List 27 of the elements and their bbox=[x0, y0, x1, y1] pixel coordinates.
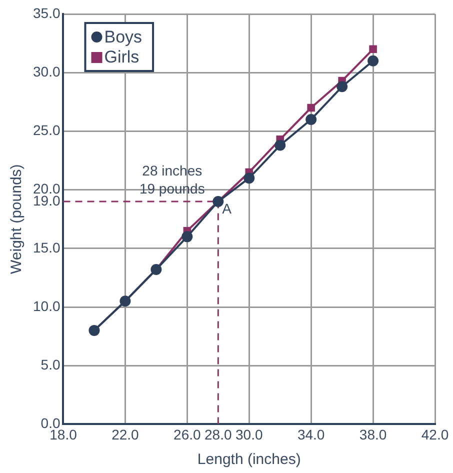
point bbox=[336, 81, 348, 92]
x-tick-label: 42.0 bbox=[421, 426, 449, 442]
annotation: 28 inches 19 pounds bbox=[139, 162, 205, 197]
y-tick-label: 15.0 bbox=[33, 239, 60, 256]
y-tick-label: 35.0 bbox=[33, 4, 60, 21]
y-tick-label: 10.0 bbox=[33, 298, 60, 314]
annotation: A bbox=[222, 200, 232, 216]
y-tick-label: 25.0 bbox=[33, 122, 60, 138]
y-tick-label: 30.0 bbox=[33, 63, 60, 80]
point bbox=[182, 231, 193, 242]
x-tick-label: 28.0 bbox=[204, 426, 232, 442]
legend-label: Girls bbox=[104, 48, 140, 67]
point bbox=[307, 104, 315, 112]
x-tick-label: 38.0 bbox=[359, 426, 387, 442]
point bbox=[369, 45, 377, 54]
x-tick-label: 30.0 bbox=[236, 426, 263, 442]
point bbox=[244, 172, 255, 184]
x-tick-label: 22.0 bbox=[112, 426, 140, 442]
x-axis-title: Length (inches) bbox=[197, 451, 301, 468]
legend-label: Boys bbox=[104, 28, 142, 47]
y-tick-label: 5.0 bbox=[40, 356, 60, 372]
y-axis-title: Weight (pounds) bbox=[8, 164, 26, 274]
point bbox=[274, 140, 286, 151]
x-tick-label: 34.0 bbox=[297, 426, 325, 442]
point bbox=[306, 114, 317, 125]
point bbox=[368, 55, 379, 66]
x-tick-label: 26.0 bbox=[174, 426, 201, 442]
